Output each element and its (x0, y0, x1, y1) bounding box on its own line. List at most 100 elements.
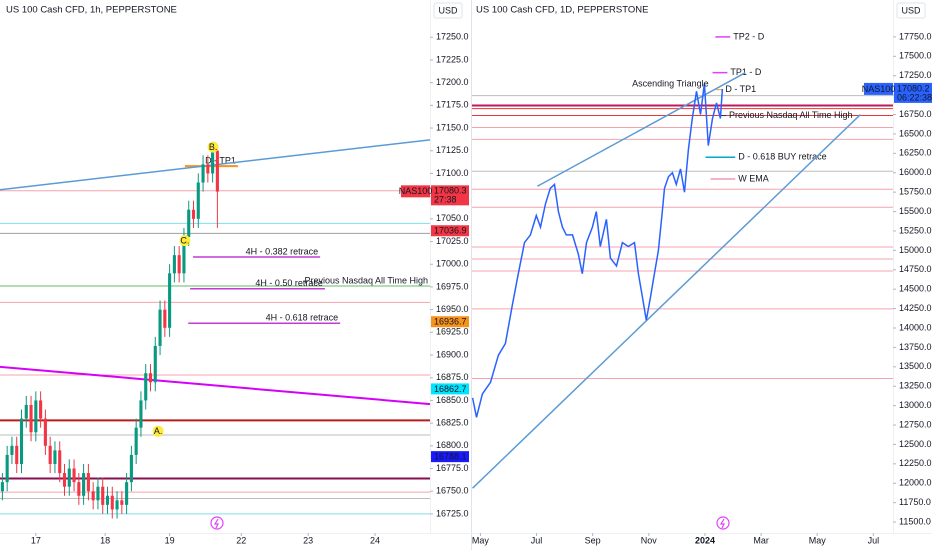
y-tick-label: 17250.0 (436, 32, 469, 42)
price-label: 16936.7 (434, 317, 467, 327)
x-tick-label: 24 (370, 535, 380, 545)
y-tick-label: 17175.0 (436, 100, 469, 110)
candle-body (53, 450, 57, 464)
y-tick-label: 17050.0 (436, 213, 469, 223)
price-timer: 27:38 (434, 195, 457, 205)
point-marker (179, 235, 191, 247)
candle-body (34, 400, 38, 433)
level-label: TP1 - D (730, 67, 762, 77)
y-tick-label: 16875.0 (436, 372, 469, 382)
candle-body (182, 237, 186, 274)
symbol-box (401, 185, 430, 198)
candle-body (43, 418, 47, 446)
currency-box (433, 2, 463, 19)
candle-body (10, 445, 14, 455)
y-tick-label: 17500.0 (899, 51, 932, 61)
trendline (537, 72, 746, 187)
level-label: 4H - 0.382 retrace (246, 246, 319, 256)
price-label-box (431, 451, 469, 463)
candle-body (5, 454, 9, 483)
x-tick-label: Jul (868, 535, 880, 545)
candle-body (48, 445, 52, 464)
candle-body (144, 373, 148, 401)
price-line (471, 83, 724, 418)
candle-body (211, 150, 215, 174)
candle-body (67, 468, 71, 487)
candle-body (19, 418, 24, 464)
y-tick-label: 14250.0 (899, 303, 932, 313)
level-label: D - 0.618 BUY retrace (738, 152, 826, 162)
y-tick-label: 16750.0 (899, 109, 932, 119)
candle-body (86, 473, 90, 492)
candle-body (110, 495, 114, 510)
point-label: C. (180, 236, 189, 246)
icon-circle[interactable] (210, 516, 224, 530)
price-label-box (431, 225, 469, 237)
candle-body (191, 209, 196, 219)
candle-body (196, 182, 200, 219)
symbol-label: NAS100 (862, 84, 896, 94)
currency-box (896, 2, 926, 19)
y-tick-label: 16000.0 (899, 167, 932, 177)
x-tick-label: 17 (31, 535, 41, 545)
symbol-box (864, 82, 893, 95)
y-tick-label: 16975.0 (436, 281, 469, 291)
y-tick-label: 12500.0 (899, 439, 932, 449)
icon-bolt[interactable] (213, 518, 219, 529)
candle-body (148, 373, 153, 383)
trendline (0, 139, 431, 191)
y-tick-label: 12000.0 (899, 478, 932, 488)
y-tick-label: 14750.0 (899, 264, 932, 274)
replay-icon[interactable] (210, 516, 224, 530)
y-tick-label: 16900.0 (436, 349, 469, 359)
candle-body (125, 482, 129, 505)
point-label: A. (154, 426, 163, 436)
candle-body (158, 309, 162, 346)
y-tick-label: 15250.0 (899, 225, 932, 235)
y-tick-label: 16725.0 (436, 508, 469, 518)
candle-body (201, 164, 205, 183)
y-tick-label: 17750.0 (899, 31, 932, 41)
icon-circle[interactable] (716, 516, 730, 530)
y-tick-label: 17100.0 (436, 168, 469, 178)
x-tick-label: 19 (165, 535, 175, 545)
y-tick-label: 17200.0 (436, 77, 469, 87)
price-label: 17036.9 (434, 226, 467, 236)
y-tick-label: 16850.0 (436, 395, 469, 405)
y-tick-label: 17250.0 (899, 70, 932, 80)
x-tick-label: 22 (236, 535, 246, 545)
y-tick-label: 16500.0 (899, 128, 932, 138)
currency: USD (438, 5, 458, 15)
currency: USD (901, 5, 921, 15)
candle-body (24, 404, 28, 419)
point-label: B. (209, 142, 218, 152)
y-tick-label: 15750.0 (899, 187, 932, 197)
candle-body (72, 468, 76, 483)
candle-body (0, 482, 4, 492)
y-tick-label: 11750.0 (899, 497, 931, 507)
candle-body (39, 400, 43, 419)
candle-body (168, 273, 172, 328)
x-tick-label: 18 (100, 535, 110, 545)
y-tick-label: 12250.0 (899, 458, 932, 468)
candle-body (163, 309, 167, 328)
symbol-label: NAS100 (399, 186, 433, 196)
trendline (0, 365, 431, 406)
candle-body (115, 500, 119, 510)
y-tick-label: 14000.0 (899, 322, 932, 332)
candle-body (129, 454, 133, 483)
y-tick-label: 13750.0 (899, 342, 932, 352)
x-tick-label: 2024 (695, 535, 715, 545)
icon-bolt[interactable] (719, 518, 725, 529)
candle-body (91, 491, 95, 501)
candle-body (29, 404, 33, 433)
x-tick-label: May (472, 535, 490, 545)
x-tick-label: May (809, 535, 827, 545)
y-tick-label: 16925.0 (436, 327, 469, 337)
y-tick-label: 17000.0 (436, 259, 469, 269)
candle-body (134, 427, 138, 455)
replay-icon[interactable] (716, 516, 730, 530)
point-marker (207, 141, 219, 153)
y-tick-label: 16800.0 (436, 440, 469, 450)
